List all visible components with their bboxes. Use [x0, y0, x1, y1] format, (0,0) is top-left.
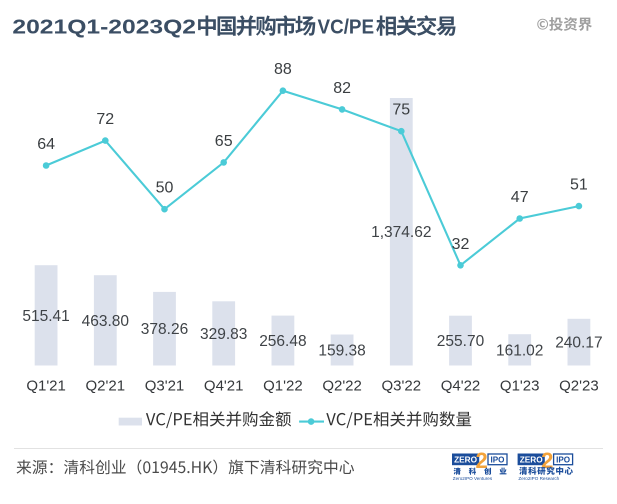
- svg-text:Q3'21: Q3'21: [145, 378, 185, 395]
- svg-text:Zero2IPO Research: Zero2IPO Research: [518, 476, 559, 481]
- svg-text:ZERO: ZERO: [520, 455, 543, 465]
- svg-text:2: 2: [541, 448, 553, 473]
- svg-text:Q2'23: Q2'23: [559, 378, 599, 395]
- svg-text:ZERO: ZERO: [454, 455, 477, 465]
- svg-text:Zero2IPO Ventures: Zero2IPO Ventures: [453, 476, 493, 481]
- svg-text:Q1'23: Q1'23: [500, 378, 540, 395]
- svg-text:VC/PE: VC/PE: [318, 15, 375, 38]
- svg-text:2021Q1-2023Q2: 2021Q1-2023Q2: [12, 15, 196, 38]
- svg-text:2: 2: [476, 448, 488, 473]
- svg-text:159.38: 159.38: [318, 343, 365, 360]
- svg-text:Q2'22: Q2'22: [322, 378, 362, 395]
- svg-text:64: 64: [37, 136, 55, 153]
- svg-text:Q1'22: Q1'22: [263, 378, 303, 395]
- svg-text:Q2'21: Q2'21: [86, 378, 126, 395]
- svg-text:Q3'22: Q3'22: [382, 378, 422, 395]
- svg-text:515.41: 515.41: [22, 308, 69, 325]
- svg-text:65: 65: [215, 133, 233, 150]
- svg-text:47: 47: [511, 189, 529, 206]
- svg-text:1,374.62: 1,374.62: [371, 224, 431, 241]
- svg-text:463.80: 463.80: [82, 313, 130, 330]
- svg-text:256.48: 256.48: [259, 333, 306, 350]
- svg-text:88: 88: [274, 61, 292, 78]
- svg-text:329.83: 329.83: [200, 326, 247, 343]
- svg-text:32: 32: [452, 236, 470, 253]
- svg-text:378.26: 378.26: [141, 321, 188, 338]
- svg-text:IPO: IPO: [491, 455, 505, 465]
- svg-text:82: 82: [333, 80, 351, 97]
- svg-text:161.02: 161.02: [496, 342, 543, 359]
- svg-text:50: 50: [156, 180, 174, 197]
- svg-text:Q1'21: Q1'21: [26, 378, 66, 395]
- svg-text:240.17: 240.17: [555, 335, 602, 352]
- svg-text:Q4'22: Q4'22: [441, 378, 481, 395]
- svg-text:255.70: 255.70: [437, 333, 485, 350]
- svg-text:51: 51: [570, 177, 588, 194]
- svg-text:72: 72: [96, 111, 114, 128]
- svg-text:75: 75: [392, 102, 410, 119]
- svg-text:Q4'21: Q4'21: [204, 378, 244, 395]
- svg-text:IPO: IPO: [556, 455, 570, 465]
